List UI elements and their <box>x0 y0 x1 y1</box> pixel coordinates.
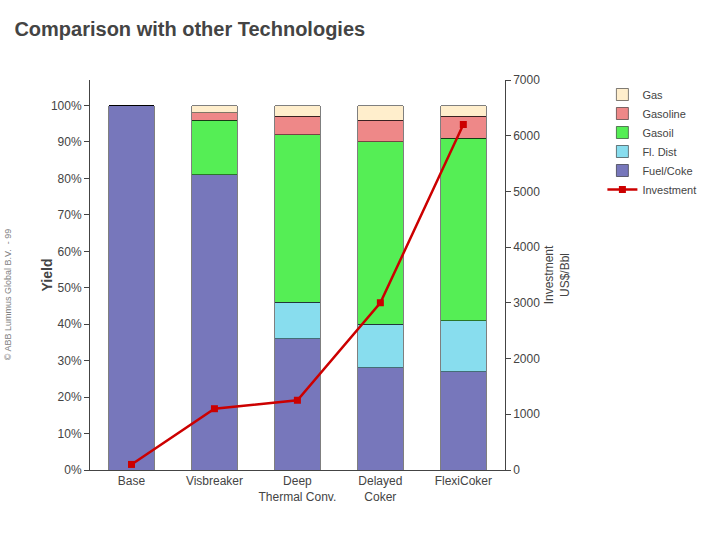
svg-text:4000: 4000 <box>513 240 540 254</box>
svg-text:100%: 100% <box>51 99 82 113</box>
svg-text:FlexiCoker: FlexiCoker <box>435 474 492 488</box>
svg-text:Visbreaker: Visbreaker <box>186 474 243 488</box>
svg-text:Gasoil: Gasoil <box>642 127 673 139</box>
svg-text:Fuel/Coke: Fuel/Coke <box>642 165 692 177</box>
svg-text:5000: 5000 <box>513 185 540 199</box>
svg-text:6000: 6000 <box>513 129 540 143</box>
svg-text:60%: 60% <box>58 245 82 259</box>
svg-text:Gasoline: Gasoline <box>642 108 685 120</box>
svg-text:2000: 2000 <box>513 352 540 366</box>
svg-text:DeepThermal Conv.: DeepThermal Conv. <box>258 474 336 504</box>
svg-text:Yield: Yield <box>39 259 55 292</box>
svg-text:Comparison with other Technolo: Comparison with other Technologies <box>14 18 365 40</box>
svg-text:0: 0 <box>513 463 520 477</box>
svg-text:InvestmentUS$/Bbl: InvestmentUS$/Bbl <box>542 245 572 304</box>
svg-text:© ABB Lummus Global B.V. - 99: © ABB Lummus Global B.V. - 99 <box>3 229 13 360</box>
svg-text:3000: 3000 <box>513 296 540 310</box>
svg-text:50%: 50% <box>58 281 82 295</box>
svg-text:90%: 90% <box>58 135 82 149</box>
svg-text:0%: 0% <box>64 463 82 477</box>
svg-text:30%: 30% <box>58 354 82 368</box>
svg-text:7000: 7000 <box>513 73 540 87</box>
svg-text:70%: 70% <box>58 208 82 222</box>
svg-text:20%: 20% <box>58 390 82 404</box>
svg-text:Gas: Gas <box>642 89 663 101</box>
svg-text:DelayedCoker: DelayedCoker <box>358 474 402 504</box>
svg-text:10%: 10% <box>58 427 82 441</box>
svg-text:Fl. Dist: Fl. Dist <box>642 146 676 158</box>
svg-text:40%: 40% <box>58 317 82 331</box>
svg-text:Base: Base <box>118 474 146 488</box>
svg-text:Investment: Investment <box>642 184 696 196</box>
svg-text:1000: 1000 <box>513 407 540 421</box>
svg-text:80%: 80% <box>58 172 82 186</box>
